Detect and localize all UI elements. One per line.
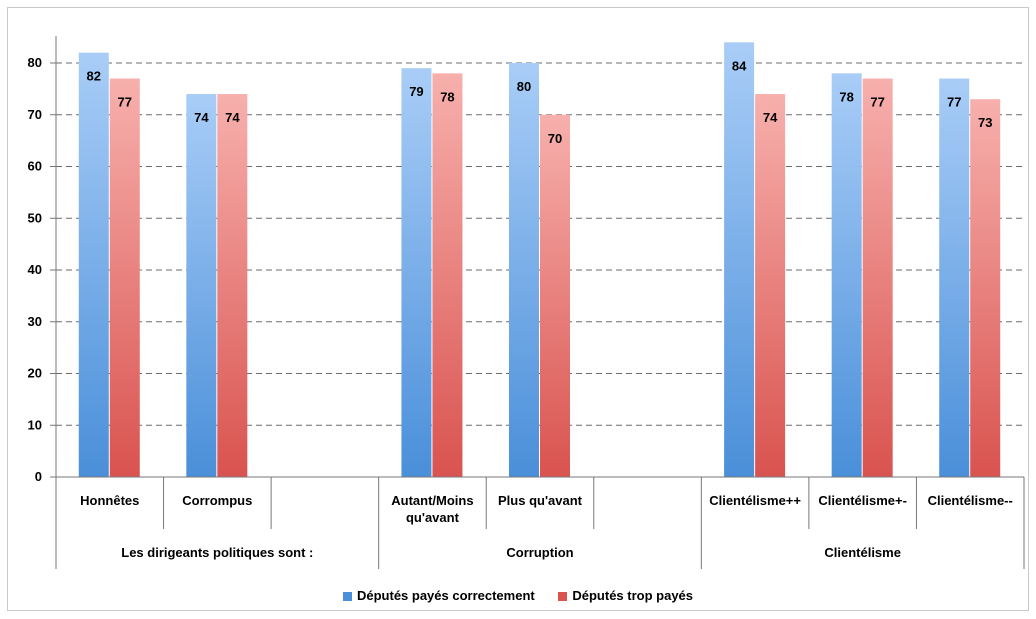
category-label: Clientélisme+-	[818, 493, 907, 508]
bar-trop-0	[109, 78, 140, 478]
y-tick-label: 0	[35, 469, 42, 484]
category-label-line: qu'avant	[406, 510, 460, 525]
category-label: Honnêtes	[80, 493, 139, 508]
bar-trop-4	[540, 114, 570, 477]
group-label: Clientélisme	[824, 545, 901, 560]
legend-item-series-0: Députés payés correctement	[342, 588, 535, 604]
group-label: Les dirigeants politiques sont :	[121, 545, 313, 560]
category-label-line: Honnêtes	[80, 493, 139, 508]
bar-correctement-6	[724, 42, 755, 478]
y-tick-label: 50	[28, 210, 42, 225]
bar-correctement-1	[186, 94, 217, 478]
category-label: Corrompus	[182, 493, 252, 508]
category-label-line: Autant/Moins	[391, 493, 473, 508]
axes	[50, 36, 1025, 569]
data-label: 78	[440, 89, 454, 104]
labels: 0 10 20 30 40 50 60 70 80 82 77 Honnêtes 74 74 Corromp…	[28, 55, 1013, 560]
legend-swatch-blue	[342, 592, 352, 602]
legend-item-series-1: Députés trop payés	[558, 588, 693, 603]
data-label: 73	[978, 115, 992, 130]
category-label-line: Corrompus	[182, 493, 252, 508]
bars	[78, 42, 1001, 478]
bar-trop-6	[755, 94, 786, 478]
y-tick-label: 60	[28, 159, 42, 174]
bar-correctement-0	[78, 52, 109, 478]
bar-correctement-7	[831, 73, 862, 477]
bar-trop-3	[432, 73, 463, 477]
bar-trop-1	[217, 94, 248, 478]
data-label: 77	[947, 95, 961, 110]
data-label: 84	[732, 58, 747, 73]
bar-trop-8	[970, 99, 1001, 477]
y-tick-label: 80	[28, 55, 42, 70]
y-tick-label: 30	[28, 314, 42, 329]
data-label: 79	[409, 84, 423, 99]
data-label: 82	[87, 69, 101, 84]
category-label-line: Clientélisme++	[709, 493, 801, 508]
legend-label-series-1: Députés trop payés	[572, 588, 694, 604]
category-label: Clientélisme--	[928, 493, 1013, 508]
category-label: Autant/Moins qu'avant	[391, 493, 473, 525]
y-tick-label: 40	[28, 262, 42, 277]
y-tick-label: 70	[28, 107, 42, 122]
data-label: 74	[194, 110, 209, 125]
data-label: 70	[548, 131, 562, 146]
data-label: 80	[517, 79, 531, 94]
bar-correctement-4	[509, 63, 539, 477]
data-label: 77	[118, 95, 132, 110]
legend-swatch-red	[558, 592, 568, 602]
bar-correctement-3	[401, 68, 432, 478]
group-label: Corruption	[506, 545, 573, 560]
category-label-line: Clientélisme+-	[818, 493, 907, 508]
data-label: 78	[839, 89, 853, 104]
category-label-line: Plus qu'avant	[498, 493, 583, 508]
data-label: 77	[870, 95, 884, 110]
y-tick-label: 20	[28, 366, 42, 381]
category-label: Clientélisme++	[709, 493, 801, 508]
bar-correctement-8	[939, 78, 970, 478]
data-label: 74	[225, 110, 240, 125]
legend-label-series-0: Députés payés correctement	[356, 588, 535, 604]
category-label: Plus qu'avant	[498, 493, 583, 508]
category-label-line: Clientélisme--	[928, 493, 1013, 508]
data-label: 74	[763, 110, 778, 125]
bar-trop-7	[862, 78, 893, 478]
legend: Députés payés correctement Députés trop …	[0, 587, 1036, 603]
y-tick-label: 10	[28, 417, 42, 432]
